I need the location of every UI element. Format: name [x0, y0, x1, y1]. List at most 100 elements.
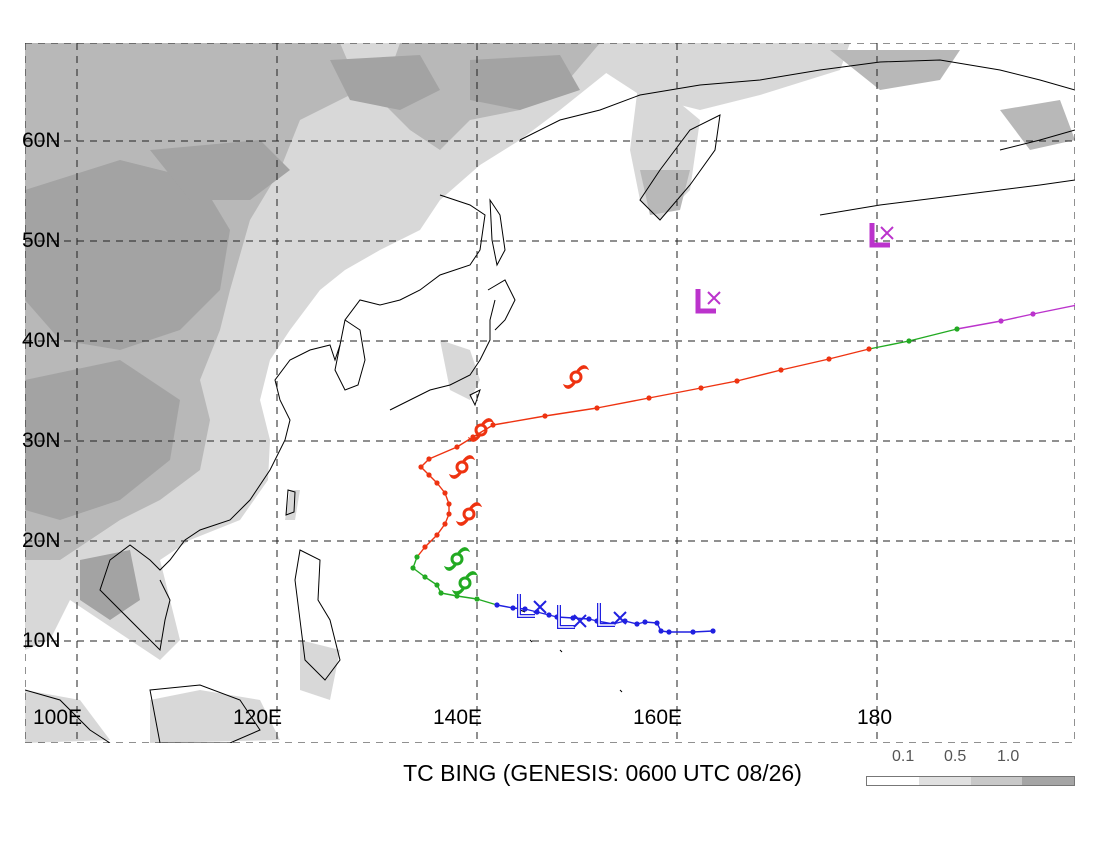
track-point: [434, 532, 440, 538]
terrain-region: [470, 55, 580, 110]
track-point: [446, 501, 452, 507]
track-point: [434, 582, 440, 588]
track-segment: [956, 320, 1002, 330]
longitude-label: 100E: [33, 706, 83, 729]
track-point: [422, 544, 428, 550]
track-point: [866, 346, 872, 352]
typhoon-icon: [448, 455, 476, 479]
track-point: [422, 574, 428, 580]
low-pressure-icon: [695, 289, 721, 314]
low-pressure-icon: [869, 223, 894, 248]
track-point: [658, 628, 664, 634]
coastline: [639, 114, 721, 221]
terrain-region: [1000, 100, 1075, 150]
track-point: [954, 326, 960, 332]
coastline: [819, 129, 1075, 216]
track-point: [1074, 303, 1075, 307]
track-point: [642, 619, 648, 625]
longitude-label: 120E: [233, 706, 283, 729]
terrain-shading: [25, 43, 1075, 743]
track-point: [426, 472, 432, 478]
track-segment: [648, 387, 702, 399]
track-point: [778, 367, 784, 373]
track-point: [454, 444, 460, 450]
track-segment: [544, 407, 598, 417]
typhoon-icon: [455, 502, 483, 526]
terrain-region: [300, 640, 340, 700]
shading-legend: 0.1 0.5 1.0: [866, 748, 1075, 786]
track-point: [434, 480, 440, 486]
terrain-region: [80, 550, 140, 620]
track-point: [690, 629, 696, 635]
track-segment: [736, 369, 782, 382]
track-point: [546, 612, 552, 618]
track-point: [490, 422, 496, 428]
track-point: [442, 490, 448, 496]
track-point: [634, 621, 640, 627]
x-mark-icon: [613, 611, 627, 625]
coastline: [519, 59, 1075, 141]
low-pressure-icon: [557, 605, 587, 629]
track-segment: [700, 380, 738, 389]
coastline: [149, 684, 261, 743]
track-segment: [476, 598, 498, 606]
latitude-label: 60N: [22, 129, 61, 152]
track-point: [414, 554, 420, 560]
coastline: [487, 279, 516, 331]
terrain-region: [285, 490, 300, 520]
typhoon-icon: [467, 418, 495, 442]
terrain-region: [25, 690, 110, 743]
x-mark-icon: [533, 600, 547, 614]
storm-symbols: [443, 223, 894, 629]
track-point: [542, 413, 548, 419]
terrain-region: [330, 55, 440, 110]
low-pressure-icon: [517, 594, 547, 618]
terrain-region: [150, 140, 290, 200]
track-point: [474, 596, 480, 602]
track-point: [594, 405, 600, 411]
legend-swatch: [970, 777, 1023, 785]
coastline: [334, 319, 366, 391]
track-segment: [456, 595, 478, 600]
track-segment: [868, 340, 910, 350]
track-segment: [472, 424, 494, 438]
terrain-region: [25, 160, 230, 350]
track-point: [998, 318, 1004, 324]
track-point: [666, 629, 672, 635]
track-segment: [492, 415, 546, 426]
map-title: TC BING (GENESIS: 0600 UTC 08/26): [403, 760, 802, 786]
track-segment: [596, 397, 650, 409]
longitude-label: 160E: [633, 706, 683, 729]
track-point: [826, 356, 832, 362]
coastline: [294, 549, 341, 681]
track-point: [1030, 311, 1036, 317]
x-mark-icon: [573, 614, 587, 628]
track-point: [494, 602, 500, 608]
track-segment: [1032, 304, 1075, 315]
coastline: [25, 689, 111, 743]
legend-tick: 1.0: [997, 748, 1020, 765]
track-segment: [908, 328, 958, 342]
low-pressure-icon: [597, 603, 627, 627]
coastline: [99, 194, 486, 652]
coastline: [519, 609, 623, 693]
track-point: [510, 605, 516, 611]
track-point: [698, 385, 704, 391]
legend-tick: 0.5: [944, 748, 967, 765]
map-area: [25, 43, 1075, 743]
track-segment: [424, 534, 438, 548]
track-segment: [780, 358, 830, 371]
latitude-label: 10N: [22, 629, 61, 652]
legend-ticks: 0.1 0.5 1.0: [866, 748, 1075, 768]
track-point: [710, 628, 716, 634]
track-segment: [496, 604, 514, 609]
latitude-label: 50N: [22, 229, 61, 252]
track-segment: [572, 617, 590, 620]
legend-swatch: [918, 777, 971, 785]
x-mark-icon: [707, 291, 721, 305]
track-point: [522, 606, 528, 612]
x-mark-icon: [880, 226, 894, 240]
coastlines: [25, 59, 1075, 743]
tropical-storm-icon: [451, 571, 479, 595]
longitude-label: 180: [857, 706, 893, 729]
